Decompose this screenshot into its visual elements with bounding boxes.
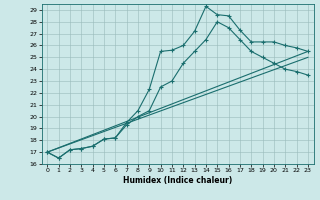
- X-axis label: Humidex (Indice chaleur): Humidex (Indice chaleur): [123, 176, 232, 185]
